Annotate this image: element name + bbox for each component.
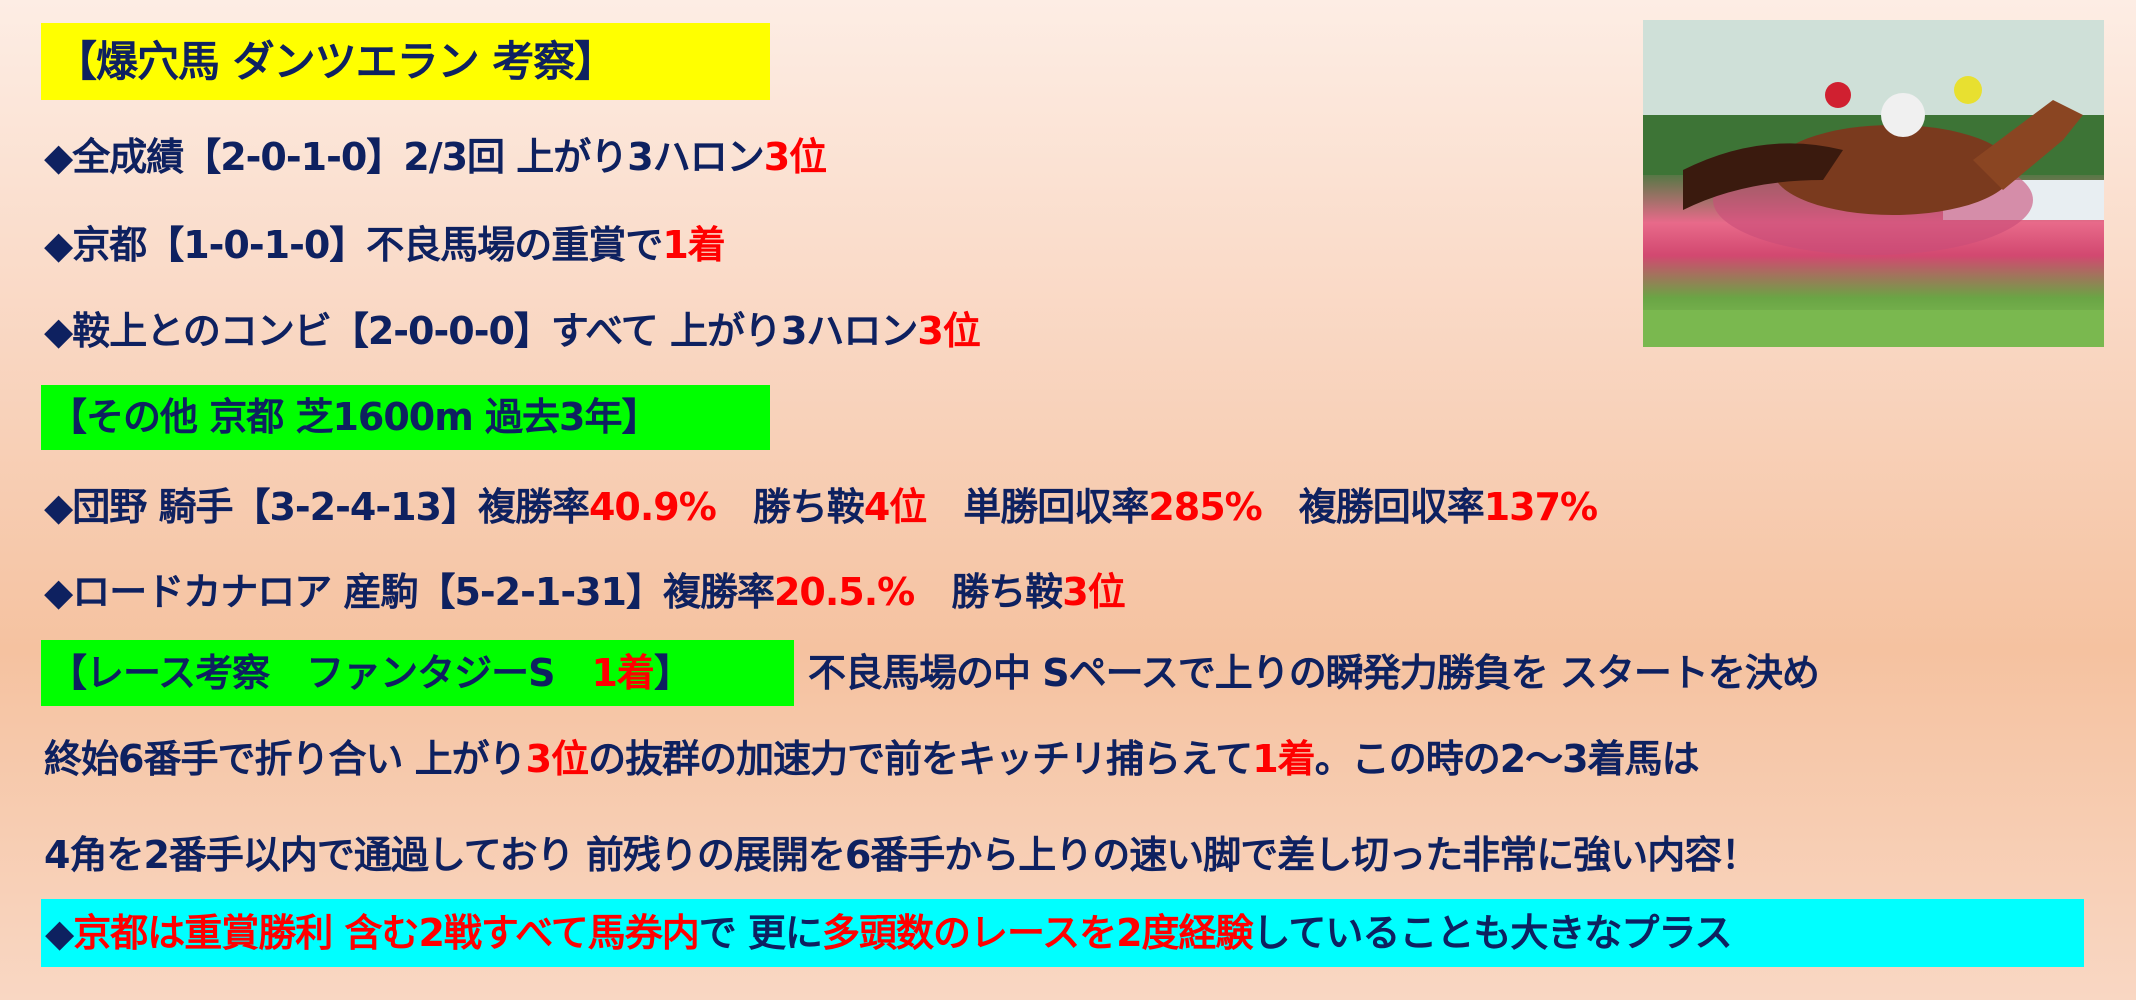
- highlight-text: 3位: [525, 737, 589, 781]
- text-segment: の抜群の加速力で前をキッチリ捕らえて: [588, 737, 1253, 781]
- record-line-overall: ◆全成績【2-0-1-0】2/3回 上がり3ハロン3位: [44, 127, 827, 187]
- highlight-text: 20.5.%: [773, 570, 915, 614]
- race-analysis-line-1: 不良馬場の中 Sペースで上りの瞬発力勝負を スタートを決め: [808, 651, 1820, 695]
- text-segment: ◆京都【1-0-1-0】不良馬場の重賞で: [44, 223, 663, 267]
- jockey-stats-line: ◆団野 騎手【3-2-4-13】複勝率40.9% 勝ち鞍4位 単勝回収率285%…: [44, 477, 1598, 537]
- highlight-text: 3位: [917, 309, 980, 353]
- race-analysis-line-2: 終始6番手で折り合い 上がり3位の抜群の加速力で前をキッチリ捕らえて1着。この時…: [44, 729, 1700, 789]
- text-segment: 。この時の2～3着馬は: [1314, 737, 1700, 781]
- highlight-text: 多頭数のレースを2度経験: [821, 911, 1254, 955]
- highlight-text: 京都は重賞勝利 含む2戦すべて馬券内: [73, 911, 699, 955]
- other-stats-header: 【その他 京都 芝1600m 過去3年】: [41, 385, 770, 450]
- horse-illustration-icon: [1643, 20, 2104, 347]
- page-title: 【爆穴馬 ダンツエラン 考察】: [41, 23, 770, 100]
- text-segment: 単勝回収率: [926, 485, 1149, 529]
- record-line-kyoto: ◆京都【1-0-1-0】不良馬場の重賞で1着: [44, 215, 726, 275]
- race-header-text: 【レース考察 ファンタジーS: [49, 651, 592, 695]
- text-segment: で 更に: [698, 911, 823, 955]
- text-segment: ◆全成績【2-0-1-0】2/3回 上がり3ハロン: [44, 135, 765, 179]
- text-segment: ◆ロードカナロア 産駒【5-2-1-31】複勝率: [44, 570, 775, 614]
- highlight-text: 3位: [763, 135, 827, 179]
- text-segment: 勝ち鞍: [715, 485, 865, 529]
- highlight-text: 40.9%: [588, 485, 717, 529]
- horse-racing-photo: [1643, 20, 2104, 347]
- highlight-text: 1着: [662, 223, 725, 267]
- highlight-text: 285%: [1148, 485, 1262, 529]
- race-header-result: 1着: [591, 651, 654, 695]
- text-segment: 終始6番手で折り合い 上がり: [44, 737, 527, 781]
- record-line-jockey-combo: ◆鞍上とのコンビ【2-0-0-0】すべて 上がり3ハロン3位: [44, 301, 981, 361]
- text-segment: ◆: [45, 911, 74, 955]
- highlight-text: 137%: [1483, 485, 1598, 529]
- text-segment: 複勝回収率: [1261, 485, 1485, 529]
- highlight-text: 1着: [1252, 737, 1315, 781]
- sire-stats-line: ◆ロードカナロア 産駒【5-2-1-31】複勝率20.5.% 勝ち鞍3位: [44, 562, 1126, 622]
- highlight-text: 4位: [863, 485, 927, 529]
- text-segment: ◆団野 騎手【3-2-4-13】複勝率: [44, 485, 590, 529]
- summary-banner: ◆京都は重賞勝利 含む2戦すべて馬券内で 更に多頭数のレースを2度経験しているこ…: [41, 899, 2084, 967]
- text-segment: ◆鞍上とのコンビ【2-0-0-0】すべて 上がり3ハロン: [44, 309, 918, 353]
- text-segment: 勝ち鞍: [914, 570, 1063, 614]
- race-analysis-header: 【レース考察 ファンタジーS 1着】: [41, 640, 794, 706]
- race-header-bracket: 】: [653, 651, 692, 695]
- race-analysis-line-3: 4角を2番手以内で通過しており 前残りの展開を6番手から上りの速い脚で差し切った…: [44, 833, 1759, 877]
- text-segment: していることも大きなプラス: [1252, 911, 1733, 955]
- highlight-text: 3位: [1062, 570, 1125, 614]
